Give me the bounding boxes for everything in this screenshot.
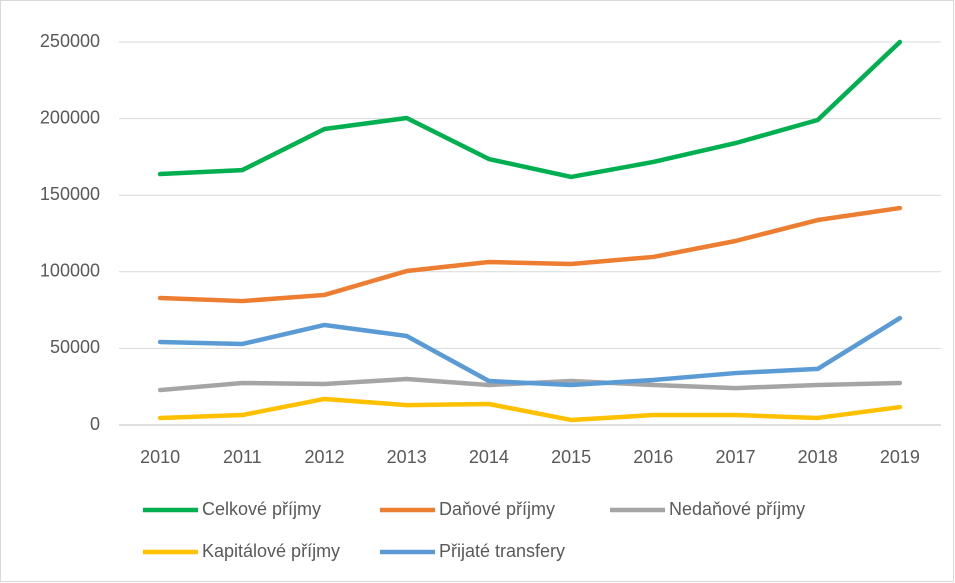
legend-label: Daňové příjmy xyxy=(439,499,555,519)
x-tick-label: 2018 xyxy=(798,447,838,467)
data-line xyxy=(157,315,903,388)
y-tick-label: 0 xyxy=(90,414,100,434)
y-tick-label: 50000 xyxy=(50,337,100,357)
y-tick-label: 150000 xyxy=(40,184,100,204)
x-tick-label: 2015 xyxy=(551,447,591,467)
x-tick-label: 2013 xyxy=(387,447,427,467)
x-tick-label: 2016 xyxy=(633,447,673,467)
legend-label: Kapitálové příjmy xyxy=(202,541,340,561)
legend-label: Nedaňové příjmy xyxy=(669,499,805,519)
x-tick-label: 2017 xyxy=(715,447,755,467)
legend-label: Celkové příjmy xyxy=(202,499,321,519)
x-tick-label: 2012 xyxy=(304,447,344,467)
y-tick-label: 100000 xyxy=(40,261,100,281)
data-line xyxy=(157,205,903,304)
x-tick-label: 2010 xyxy=(140,447,180,467)
data-line xyxy=(157,39,903,180)
y-tick-label: 200000 xyxy=(40,107,100,127)
x-tick-label: 2019 xyxy=(880,447,920,467)
y-tick-label: 250000 xyxy=(40,31,100,51)
data-line xyxy=(157,396,903,423)
x-tick-label: 2011 xyxy=(223,447,262,467)
x-tick-label: 2014 xyxy=(469,447,509,467)
legend-label: Přijaté transfery xyxy=(439,541,565,561)
